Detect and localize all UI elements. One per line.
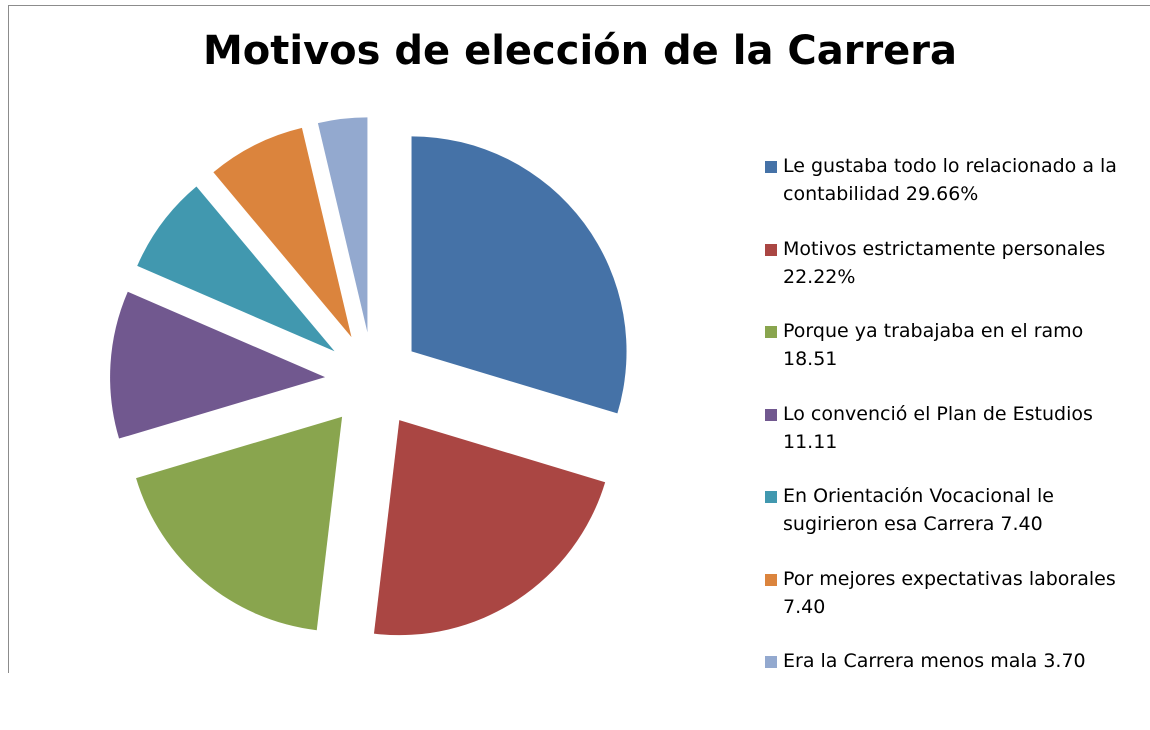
legend-swatch [765,409,777,421]
legend-label: Por mejores expectativas laborales 7.40 [783,565,1143,621]
legend-swatch [765,326,777,338]
legend-label: Le gustaba todo lo relacionado a la cont… [783,152,1143,208]
legend-label: En Orientación Vocacional le sugirieron … [783,482,1143,538]
legend-swatch [765,491,777,503]
pie-slice [136,417,342,631]
pie-slice [412,136,627,413]
legend-entry: Por mejores expectativas laborales 7.40 [765,565,1145,648]
legend-entry: Lo convenció el Plan de Estudios 11.11 [765,400,1145,483]
legend-label: Era la Carrera menos mala 3.70 [783,647,1143,675]
legend-entry: Le gustaba todo lo relacionado a la cont… [765,152,1145,235]
page: {"chart_data": {"type": "pie", "title": … [0,0,1150,673]
legend-entry: Porque ya trabajaba en el ramo 18.51 [765,317,1145,400]
chart-title: Motivos de elección de la Carrera [0,28,1150,74]
legend-label: Lo convenció el Plan de Estudios 11.11 [783,400,1143,456]
legend-swatch [765,161,777,173]
pie-slice [374,420,605,635]
legend-label: Porque ya trabajaba en el ramo 18.51 [783,317,1143,373]
legend-entry: Motivos estrictamente personales 22.22% [765,235,1145,318]
legend-label: Motivos estrictamente personales 22.22% [783,235,1143,291]
legend-swatch [765,656,777,668]
legend: Le gustaba todo lo relacionado a la cont… [765,152,1145,730]
legend-swatch [765,244,777,256]
legend-entry: En Orientación Vocacional le sugirieron … [765,482,1145,565]
legend-entry: Era la Carrera menos mala 3.70 [765,647,1145,730]
legend-swatch [765,574,777,586]
